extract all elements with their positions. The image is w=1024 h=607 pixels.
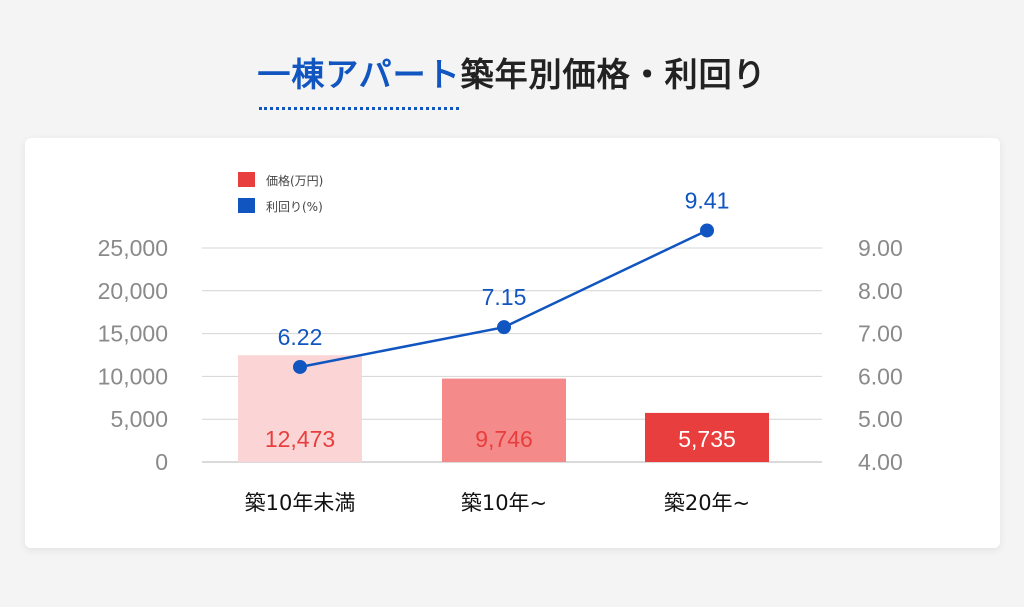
chart-card (25, 138, 1000, 548)
y-right-tick: 9.00 (858, 235, 903, 261)
y-left-tick: 20,000 (98, 278, 168, 304)
legend-swatch-yield (238, 198, 255, 213)
y-right-tick: 5.00 (858, 406, 903, 432)
yield-value-label: 7.15 (482, 284, 527, 310)
y-left-tick: 15,000 (98, 321, 168, 347)
legend-label-price: 価格(万円) (266, 173, 323, 188)
title-rest: 築年別価格・利回り (460, 55, 767, 94)
bar (442, 378, 566, 462)
yield-point (293, 359, 307, 374)
title-accent: 一棟アパート (257, 48, 460, 110)
x-category-label: 築10年未満 (245, 491, 356, 515)
title-underline (259, 107, 459, 110)
y-right-tick: 8.00 (858, 278, 903, 304)
x-category-label: 築20年~ (664, 491, 750, 515)
y-left-tick: 25,000 (98, 235, 168, 261)
bar-value-label: 5,735 (678, 426, 736, 452)
yield-value-label: 9.41 (685, 187, 730, 213)
legend-label-yield: 利回り(%) (266, 200, 323, 214)
chart-title: 一棟アパート 築年別価格・利回り (0, 48, 1024, 110)
yield-point (700, 223, 714, 238)
legend-swatch-price (238, 172, 255, 187)
x-category-label: 築10年~ (461, 491, 547, 515)
y-left-tick: 10,000 (98, 363, 168, 389)
yield-value-label: 6.22 (278, 324, 323, 350)
y-right-tick: 7.00 (858, 321, 903, 347)
y-right-tick: 4.00 (858, 449, 903, 475)
yield-point (497, 320, 511, 335)
y-right-tick: 6.00 (858, 363, 903, 389)
bar (645, 412, 769, 462)
y-left-tick: 5,000 (110, 406, 168, 432)
bar-value-label: 9,746 (475, 426, 533, 452)
bar-value-label: 12,473 (265, 426, 335, 452)
y-left-tick: 0 (155, 449, 168, 475)
